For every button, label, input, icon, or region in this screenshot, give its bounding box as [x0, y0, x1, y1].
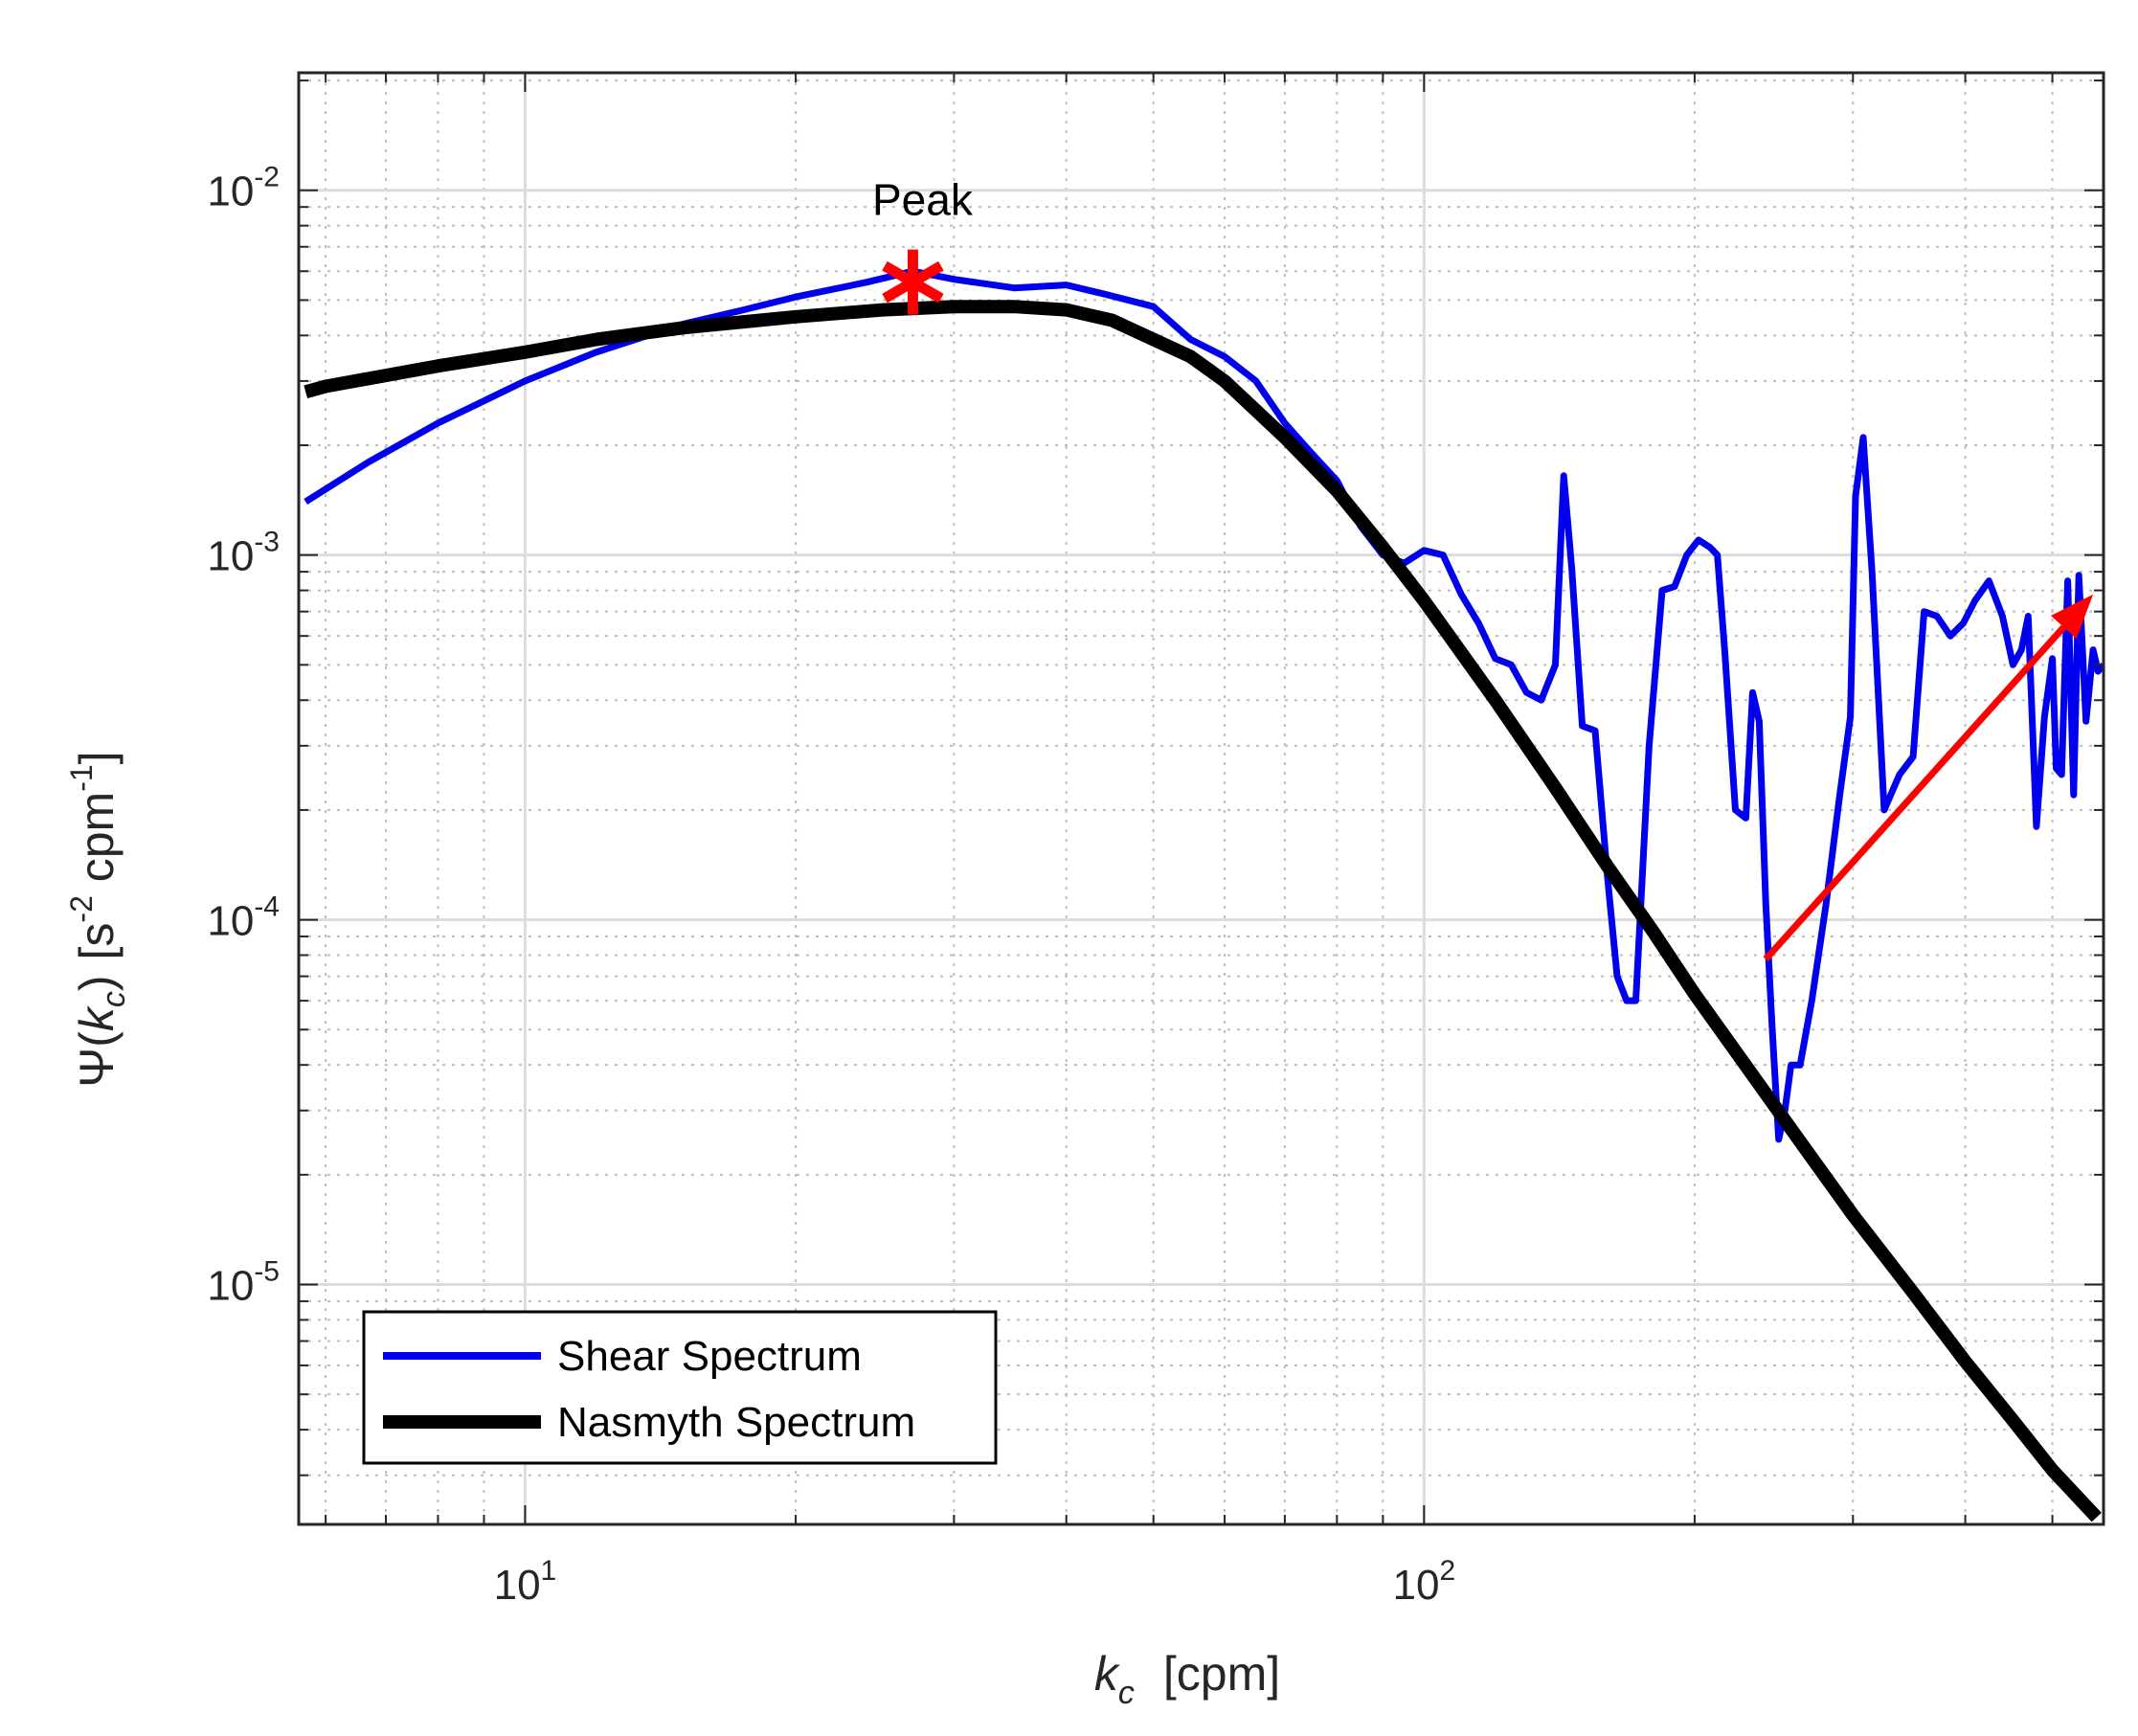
y-tick-label: 10-5: [207, 1256, 280, 1310]
series-line-shear: [304, 267, 2104, 1143]
x-tick-label: 101: [494, 1555, 557, 1609]
x-axis-symbol: k: [1094, 1647, 1121, 1701]
x-tick-label: 102: [1392, 1555, 1455, 1609]
y-axis-close: ): [70, 975, 124, 991]
y-axis-var-sub: c: [96, 991, 132, 1007]
y-axis-units-mid: cpm: [70, 792, 124, 895]
y-tick-label: 10-2: [207, 162, 280, 215]
legend-box: [362, 1310, 998, 1465]
grid: [299, 73, 2104, 1524]
arrow-shaft: [1763, 624, 2067, 962]
x-axis-units: [cpm]: [1163, 1647, 1280, 1701]
y-axis-units-prefix: [s: [70, 923, 124, 960]
arrow-head: [2051, 594, 2094, 640]
series-group: [304, 267, 2104, 1522]
y-axis-title: Ψ(kc) [s-2 cpm-1]: [64, 751, 132, 1087]
y-tick-label: 10-4: [207, 891, 280, 945]
x-axis-title: kc [cpm]: [1094, 1647, 1280, 1711]
peak-marker-stroke: [882, 260, 944, 304]
axes: 101 102 10-2 10-3 10-4 10-5: [207, 71, 2105, 1609]
y-tick-label: 10-3: [207, 527, 280, 580]
y-axis-symbol: Ψ(: [70, 1031, 124, 1088]
legend-label-nasmyth: Nasmyth Spectrum: [557, 1399, 915, 1446]
plot-border: [297, 71, 2105, 1526]
annotations: Peak: [872, 175, 2094, 962]
y-axis-units-suffix: ]: [70, 751, 124, 764]
y-axis-exp1: -2: [64, 895, 99, 922]
series-line-nasmyth: [304, 300, 2102, 1522]
x-axis-subscript: c: [1118, 1675, 1135, 1711]
peak-label: Peak: [872, 175, 974, 225]
legend-label-shear: Shear Spectrum: [557, 1333, 862, 1380]
legend: Shear Spectrum Nasmyth Spectrum: [362, 1310, 998, 1465]
peak-marker: [882, 249, 944, 315]
y-axis-var: k: [70, 1004, 124, 1031]
y-axis-exp2: -1: [64, 764, 99, 791]
